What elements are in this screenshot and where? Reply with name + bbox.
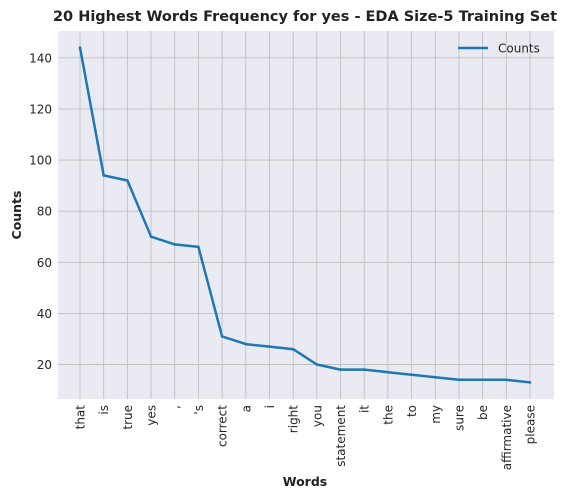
data-point	[220, 335, 224, 338]
y-tick-label: 120	[29, 102, 52, 116]
x-tick-label: a	[239, 405, 253, 412]
y-tick-label: 100	[29, 154, 52, 168]
data-point	[315, 363, 319, 366]
data-point	[433, 375, 437, 379]
data-point	[410, 373, 413, 377]
x-tick-label: the	[381, 405, 395, 425]
data-point	[126, 179, 129, 182]
chart-title: 20 Highest Words Frequency for yes - EDA…	[53, 9, 557, 25]
x-tick-label: correct	[216, 405, 230, 447]
series-line	[78, 47, 531, 384]
data-point	[244, 342, 248, 346]
plot-area	[58, 31, 554, 399]
x-axis-label: Words	[283, 474, 327, 489]
data-point	[505, 378, 508, 382]
x-tick-label: it	[358, 405, 372, 413]
x-tick-label: ,	[168, 405, 182, 409]
data-point	[149, 235, 153, 239]
data-point	[78, 46, 82, 49]
x-tick-label: right	[287, 405, 301, 433]
legend: Counts	[458, 42, 540, 56]
legend-label: Counts	[498, 42, 540, 56]
x-tick-label: my	[429, 405, 443, 424]
y-tick-label: 40	[37, 307, 52, 321]
x-tick-label: is	[97, 405, 111, 415]
data-point	[386, 370, 390, 374]
data-point	[362, 368, 366, 371]
data-point	[528, 381, 532, 384]
y-tick-label: 60	[37, 256, 52, 270]
y-axis-label: Counts	[9, 191, 24, 240]
data-point	[481, 378, 484, 382]
x-axis-ticks: that is true yes, 's correct a i right you stateme…	[74, 405, 538, 471]
x-tick-label: 's	[192, 405, 206, 415]
x-tick-label: statement	[334, 405, 348, 467]
x-tick-label: yes	[145, 405, 159, 426]
x-tick-label: true	[121, 405, 135, 430]
x-tick-label: affirmative	[500, 405, 514, 470]
x-tick-label: be	[476, 405, 490, 420]
data-point	[102, 174, 105, 177]
y-tick-label: 20	[37, 358, 52, 372]
data-point	[291, 347, 295, 351]
data-point	[339, 368, 342, 371]
x-tick-label: to	[405, 405, 419, 417]
x-tick-label: sure	[452, 405, 466, 431]
y-tick-label: 140	[29, 51, 52, 65]
data-point	[197, 245, 200, 249]
x-tick-label: please	[524, 405, 538, 444]
y-tick-label: 80	[37, 205, 52, 219]
x-tick-label: i	[263, 405, 277, 408]
x-tick-label: that	[74, 405, 88, 430]
data-point	[268, 345, 271, 348]
data-point	[173, 243, 177, 246]
series-layer	[78, 46, 532, 384]
y-axis-ticks: 20 40 60 80 100 120 140	[29, 51, 52, 372]
data-point	[457, 378, 461, 382]
x-tick-label: you	[310, 405, 324, 427]
